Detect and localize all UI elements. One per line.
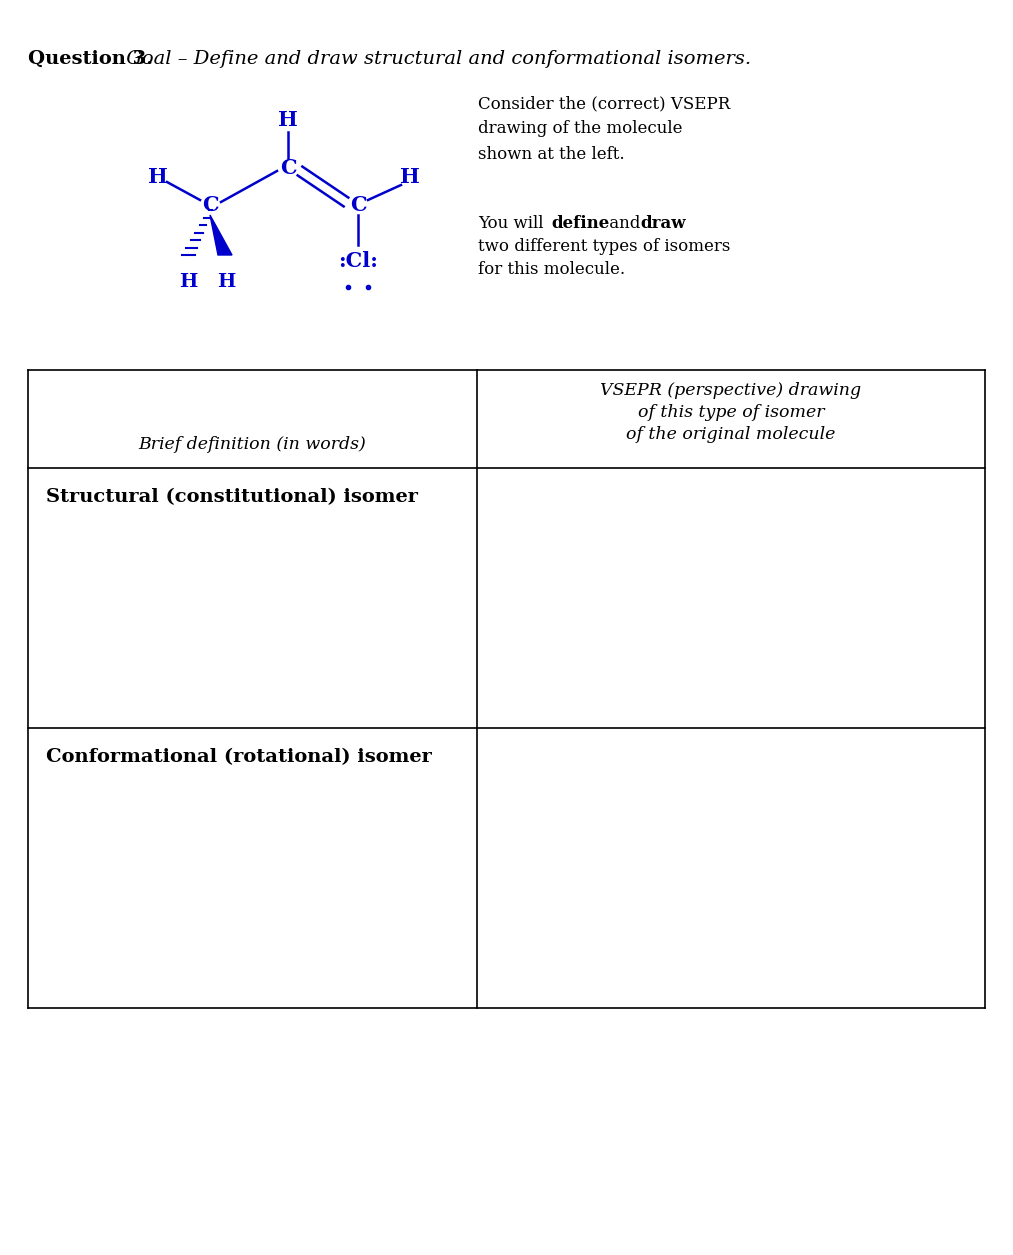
Text: You will: You will bbox=[478, 215, 549, 232]
Text: Consider the (correct) VSEPR
drawing of the molecule
shown at the left.: Consider the (correct) VSEPR drawing of … bbox=[478, 95, 730, 163]
Text: C: C bbox=[202, 195, 219, 215]
Text: VSEPR (perspective) drawing: VSEPR (perspective) drawing bbox=[601, 382, 862, 399]
Text: C: C bbox=[280, 158, 297, 178]
Text: H: H bbox=[179, 274, 198, 291]
Text: Brief definition (in words): Brief definition (in words) bbox=[138, 435, 366, 453]
Text: and: and bbox=[604, 215, 645, 232]
Text: C: C bbox=[349, 195, 367, 215]
Text: Structural (constitutional) isomer: Structural (constitutional) isomer bbox=[46, 488, 418, 506]
Text: H: H bbox=[217, 274, 235, 291]
Text: for this molecule.: for this molecule. bbox=[478, 261, 625, 279]
Text: of the original molecule: of the original molecule bbox=[626, 425, 836, 443]
Text: H: H bbox=[278, 110, 298, 131]
Text: two different types of isomers: two different types of isomers bbox=[478, 238, 730, 255]
Text: of this type of isomer: of this type of isomer bbox=[638, 404, 825, 420]
Polygon shape bbox=[210, 215, 232, 255]
Text: Question 3.: Question 3. bbox=[28, 50, 153, 68]
Text: H: H bbox=[400, 167, 420, 187]
Text: H: H bbox=[148, 167, 168, 187]
Text: Conformational (rotational) isomer: Conformational (rotational) isomer bbox=[46, 748, 432, 766]
Text: draw: draw bbox=[640, 215, 686, 232]
Text: define: define bbox=[551, 215, 609, 232]
Text: :Cl:: :Cl: bbox=[338, 251, 378, 271]
Text: Goal – Define and draw structural and conformational isomers.: Goal – Define and draw structural and co… bbox=[120, 50, 751, 68]
